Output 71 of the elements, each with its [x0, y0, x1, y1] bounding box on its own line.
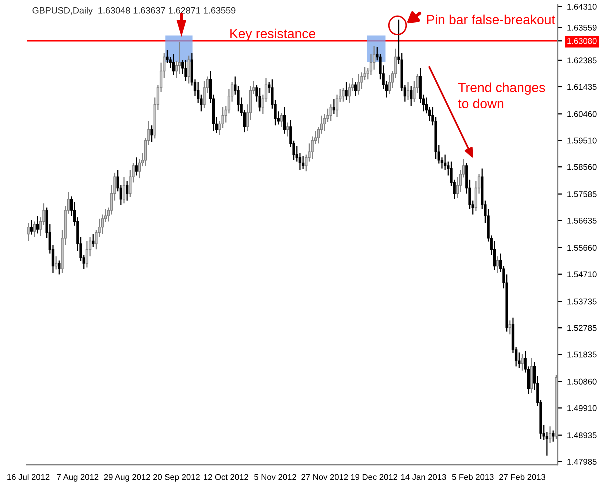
candlestick	[122, 176, 126, 204]
candlestick	[54, 256, 58, 270]
candlestick	[332, 98, 336, 115]
candlestick	[58, 260, 61, 276]
candlestick	[203, 80, 206, 109]
candlestick	[184, 60, 188, 82]
chart-title: GBPUSD,Daily 1.63048 1.63637 1.62871 1.63559	[32, 7, 236, 16]
candlestick	[354, 82, 358, 97]
candlestick	[36, 216, 40, 234]
candlestick	[135, 157, 138, 176]
candlestick	[30, 220, 33, 236]
candlestick	[508, 320, 512, 336]
y-tick-label: 1.48935	[568, 432, 597, 438]
y-tick-label: 1.50860	[568, 378, 597, 385]
candlestick	[172, 54, 175, 76]
y-tick-label: 1.47985	[568, 459, 597, 465]
annotation: Pin bar false-breakout	[427, 14, 556, 25]
candlestick	[530, 358, 534, 394]
ref-line-label: Key resistance	[230, 28, 316, 42]
x-tick-label: 19 Dec 2012	[351, 474, 398, 480]
y-tick-label: 1.57585	[568, 191, 597, 198]
x-tick-label: 5 Nov 2012	[254, 474, 296, 480]
candlestick	[280, 112, 284, 128]
candlestick	[286, 122, 290, 138]
x-tick-label: 16 Jul 2012	[8, 474, 50, 480]
y-tick-label: 1.55660	[568, 245, 597, 252]
candlestick	[358, 73, 360, 96]
candlestick	[548, 426, 552, 444]
x-tick-label: 20 Sep 2012	[154, 474, 200, 482]
y-tick-label: 1.49910	[568, 405, 597, 412]
candlestick	[283, 106, 286, 134]
y-tick-label: 1.64310	[568, 4, 597, 10]
candlestick	[188, 55, 190, 84]
y-tick-label: 1.63559	[568, 24, 597, 31]
candlestick	[388, 74, 392, 95]
x-tick-label: 27 Nov 2012	[302, 474, 348, 480]
candlestick	[92, 234, 95, 248]
candlestick	[521, 354, 524, 372]
candlestick	[178, 41, 182, 75]
x-tick-label: 5 Feb 2013	[452, 474, 494, 480]
y-tick-label: 1.56635	[568, 218, 597, 224]
candlestick	[410, 86, 413, 107]
x-tick-label: 12 Oct 2012	[204, 474, 248, 480]
annotation: Trend changes to down	[458, 82, 546, 109]
y-tick-label: 1.63080	[568, 38, 597, 44]
candlestick	[330, 104, 332, 122]
y-tick-label: 1.58560	[568, 164, 597, 170]
y-tick-label: 1.59510	[568, 138, 597, 144]
candlestick	[86, 240, 89, 268]
candlestick	[496, 256, 500, 274]
y-tick-label: 1.60460	[568, 111, 597, 118]
y-tick-label: 1.54710	[568, 272, 597, 278]
candlestick	[345, 82, 348, 102]
y-tick-label: 1.52785	[568, 325, 597, 332]
y-tick-label: 1.62385	[568, 58, 597, 64]
candlestick	[126, 180, 129, 202]
x-tick-label: 29 Aug 2012	[104, 474, 150, 482]
y-tick-label: 1.51835	[568, 352, 597, 358]
candlestick	[302, 156, 305, 170]
candlestick	[27, 222, 30, 242]
candlestick	[258, 87, 262, 112]
x-tick-label: 27 Feb 2013	[500, 474, 546, 480]
y-tick-label: 1.61435	[568, 84, 597, 90]
candlestick	[33, 221, 36, 238]
candlestick	[342, 87, 345, 102]
candlestick	[552, 430, 555, 442]
x-tick-label: 14 Jan 2013	[401, 474, 446, 480]
x-tick-label: 7 Aug 2012	[57, 474, 99, 482]
candlestick	[150, 125, 154, 143]
y-tick-label: 1.53735	[568, 298, 597, 305]
candlestick	[406, 82, 410, 102]
